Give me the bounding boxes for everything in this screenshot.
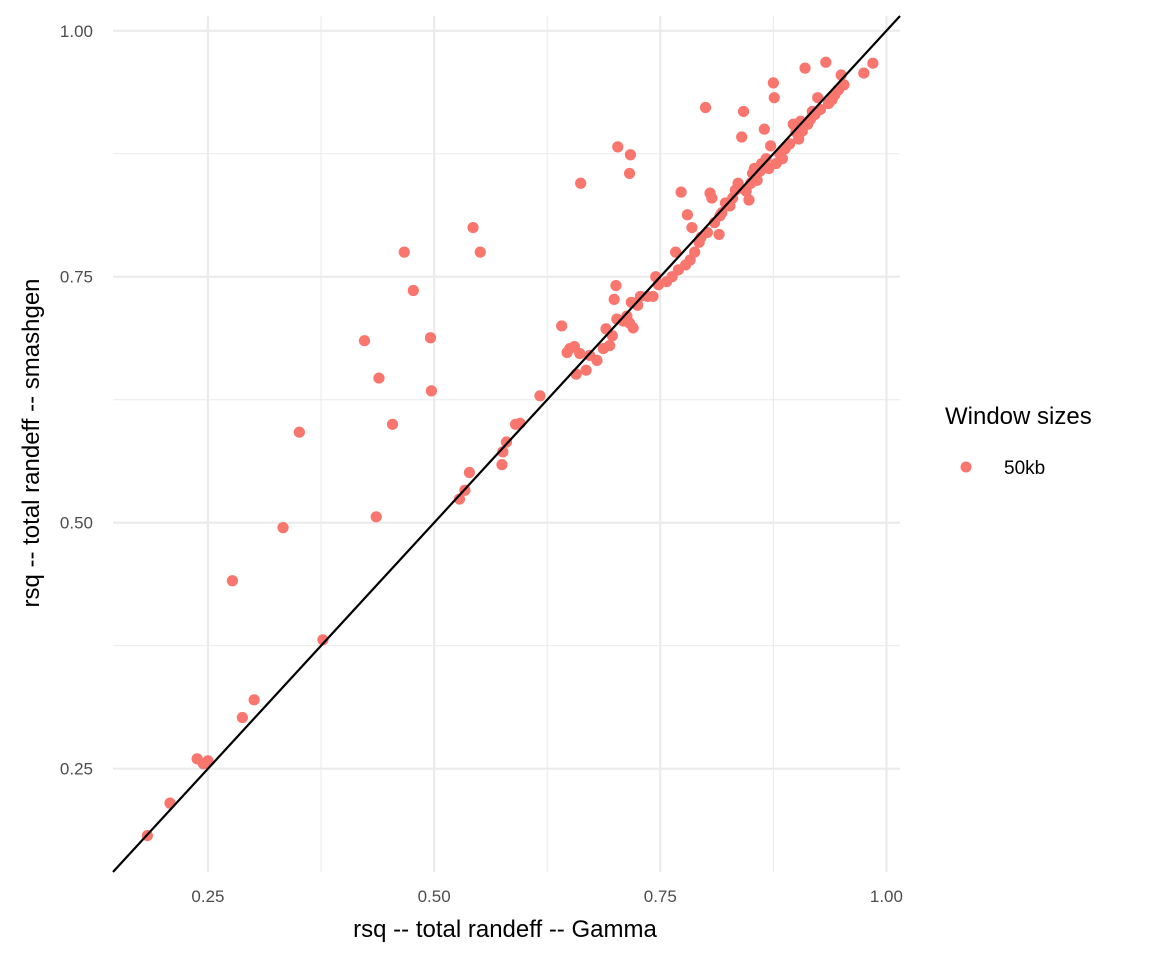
data-point bbox=[610, 279, 622, 292]
data-point bbox=[386, 418, 399, 430]
data-point bbox=[838, 79, 850, 91]
data-point bbox=[716, 207, 728, 219]
identity-line bbox=[112, 15, 901, 873]
y-tick-label: 0.50 bbox=[60, 514, 93, 533]
y-tick-label: 0.25 bbox=[60, 760, 93, 779]
data-point bbox=[751, 174, 763, 186]
data-point bbox=[675, 186, 687, 198]
data-point bbox=[407, 284, 419, 297]
legend-label-50kb: 50kb bbox=[1004, 458, 1045, 479]
data-point bbox=[591, 354, 603, 366]
data-point bbox=[799, 62, 811, 74]
data-point bbox=[248, 694, 260, 706]
data-point bbox=[463, 466, 476, 479]
data-point bbox=[575, 177, 587, 189]
data-point bbox=[765, 140, 777, 152]
data-point bbox=[580, 364, 592, 376]
x-tick-label: 0.25 bbox=[191, 887, 224, 906]
data-point bbox=[758, 123, 770, 135]
data-point bbox=[474, 246, 486, 258]
gridlines bbox=[113, 16, 900, 872]
data-point bbox=[467, 221, 479, 234]
x-axis-ticks: 0.25 0.50 0.75 1.00 bbox=[191, 887, 903, 906]
y-tick-label: 1.00 bbox=[60, 22, 93, 41]
legend-key-50kb bbox=[960, 461, 972, 473]
data-point bbox=[608, 293, 620, 305]
data-point bbox=[736, 131, 748, 143]
data-point bbox=[784, 138, 796, 150]
data-point bbox=[867, 57, 879, 69]
data-point bbox=[514, 417, 526, 429]
data-point bbox=[632, 299, 644, 311]
data-point bbox=[623, 167, 636, 180]
data-point bbox=[624, 149, 637, 161]
data-point bbox=[574, 347, 586, 360]
data-point bbox=[706, 192, 718, 204]
data-point bbox=[373, 372, 385, 384]
legend-title: Window sizes bbox=[945, 403, 1092, 430]
data-point bbox=[647, 290, 659, 303]
data-point bbox=[370, 511, 382, 523]
x-tick-label: 0.50 bbox=[418, 887, 451, 906]
data-points bbox=[141, 56, 879, 842]
data-point bbox=[627, 322, 639, 334]
data-point bbox=[570, 368, 582, 380]
data-point bbox=[737, 105, 750, 118]
data-point bbox=[236, 711, 248, 724]
data-point bbox=[500, 436, 513, 448]
data-point bbox=[398, 246, 410, 258]
data-point bbox=[743, 194, 755, 206]
identity-line-path bbox=[112, 15, 901, 873]
data-point bbox=[612, 141, 624, 153]
data-point bbox=[358, 335, 371, 347]
data-point bbox=[776, 153, 789, 165]
data-point bbox=[277, 522, 289, 534]
data-point bbox=[858, 67, 870, 79]
data-point bbox=[820, 56, 832, 68]
data-point bbox=[767, 77, 779, 89]
y-axis-title: rsq -- total randeff -- smashgen bbox=[18, 278, 45, 607]
data-point bbox=[317, 634, 329, 646]
x-axis-title: rsq -- total randeff -- Gamma bbox=[353, 916, 657, 943]
data-point bbox=[812, 92, 824, 104]
data-point bbox=[670, 246, 682, 258]
data-point bbox=[681, 209, 694, 221]
data-point bbox=[453, 493, 466, 505]
data-point bbox=[425, 385, 438, 397]
data-point bbox=[202, 755, 214, 767]
data-point bbox=[604, 340, 616, 352]
data-point bbox=[534, 390, 546, 402]
data-point bbox=[226, 575, 239, 587]
data-point bbox=[424, 332, 437, 344]
y-tick-label: 0.75 bbox=[60, 268, 93, 287]
data-point bbox=[686, 221, 698, 234]
x-tick-label: 0.75 bbox=[644, 887, 677, 906]
data-point bbox=[768, 92, 780, 104]
data-point bbox=[293, 426, 305, 438]
data-point bbox=[699, 101, 712, 114]
x-tick-label: 1.00 bbox=[870, 887, 903, 906]
data-point bbox=[713, 228, 725, 241]
data-point bbox=[497, 446, 509, 458]
data-point bbox=[556, 320, 568, 332]
legend: Window sizes 50kb bbox=[945, 403, 1092, 479]
data-point bbox=[496, 459, 508, 471]
data-point bbox=[689, 246, 701, 258]
data-point bbox=[760, 153, 772, 165]
y-axis-ticks: 0.25 0.50 0.75 1.00 bbox=[60, 22, 93, 779]
